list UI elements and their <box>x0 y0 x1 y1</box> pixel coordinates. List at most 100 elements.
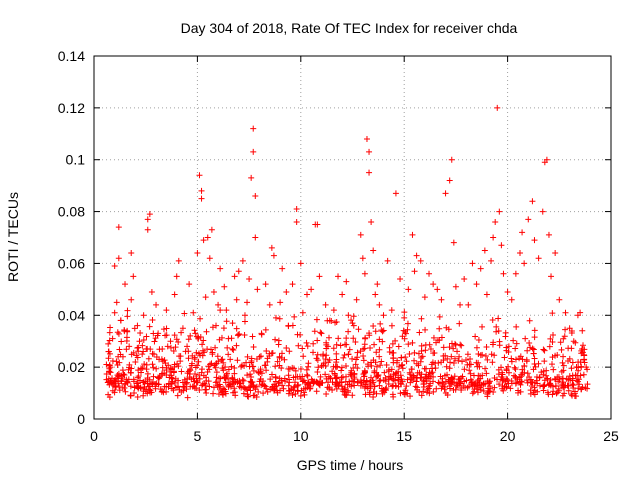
data-point <box>106 381 113 388</box>
data-point <box>392 190 399 197</box>
data-point <box>124 378 131 385</box>
data-point <box>523 358 530 365</box>
data-point <box>503 375 510 382</box>
data-point <box>505 343 512 350</box>
data-point <box>233 342 240 349</box>
data-point <box>556 296 563 303</box>
data-point <box>496 208 503 215</box>
data-point <box>187 383 194 390</box>
data-point <box>111 389 118 396</box>
data-point <box>285 382 292 389</box>
data-point <box>333 350 340 357</box>
x-tick-label: 5 <box>194 428 202 444</box>
data-point <box>464 384 471 391</box>
data-point <box>106 350 113 357</box>
data-point <box>229 320 236 327</box>
data-point <box>290 387 297 394</box>
data-point <box>168 374 175 381</box>
data-point <box>283 345 290 352</box>
data-point <box>417 257 424 264</box>
x-tick-label: 25 <box>603 428 619 444</box>
data-point <box>390 371 397 378</box>
data-point <box>558 346 565 353</box>
data-point <box>401 314 408 321</box>
data-point <box>496 338 503 345</box>
data-point <box>248 373 255 380</box>
data-point <box>272 363 279 370</box>
data-point <box>143 366 150 373</box>
data-point <box>335 335 342 342</box>
data-point <box>500 270 507 277</box>
plot-frame <box>93 55 612 420</box>
data-point <box>378 358 385 365</box>
data-point <box>141 361 148 368</box>
data-point <box>430 378 437 385</box>
data-point <box>226 381 233 388</box>
data-point <box>455 376 462 383</box>
data-point <box>568 328 575 335</box>
data-point <box>247 371 254 378</box>
data-point <box>361 369 368 376</box>
data-point <box>318 330 325 337</box>
data-point <box>176 353 183 360</box>
data-point <box>283 288 290 295</box>
data-point <box>297 392 304 399</box>
data-point <box>467 376 474 383</box>
data-point <box>181 384 188 391</box>
data-point <box>244 353 251 360</box>
data-point <box>232 379 239 386</box>
data-point <box>127 392 134 399</box>
data-point <box>343 373 350 380</box>
data-point <box>550 388 557 395</box>
data-point <box>443 324 450 331</box>
data-point <box>314 221 321 228</box>
data-point <box>343 335 350 342</box>
data-point <box>159 388 166 395</box>
data-point <box>448 378 455 385</box>
data-point <box>131 389 138 396</box>
data-point <box>573 377 580 384</box>
data-point <box>190 309 197 316</box>
data-point <box>140 337 147 344</box>
data-point <box>171 291 178 298</box>
data-point <box>370 247 377 254</box>
data-point <box>325 379 332 386</box>
data-point <box>259 381 266 388</box>
data-point <box>308 286 315 293</box>
data-point <box>427 346 434 353</box>
data-point <box>395 343 402 350</box>
data-point <box>190 375 197 382</box>
data-point <box>468 378 475 385</box>
data-point <box>337 342 344 349</box>
data-point <box>473 281 480 288</box>
data-point <box>113 358 120 365</box>
data-point <box>128 250 135 257</box>
data-point <box>289 281 296 288</box>
data-point <box>320 351 327 358</box>
data-point <box>565 345 572 352</box>
data-point <box>338 364 345 371</box>
data-point <box>512 270 519 277</box>
data-point <box>423 375 430 382</box>
data-point <box>480 388 487 395</box>
data-point <box>209 351 216 358</box>
data-point <box>323 391 330 398</box>
data-point <box>496 381 503 388</box>
data-point <box>411 268 418 275</box>
data-point <box>401 335 408 342</box>
data-point <box>289 391 296 398</box>
data-point <box>550 366 557 373</box>
data-point <box>388 307 395 314</box>
axes: 0 0.02 0.04 0.06 0.08 0.1 0.12 0.14 0 5 10 15 20 25 <box>58 48 619 444</box>
data-point <box>415 350 422 357</box>
data-point <box>513 379 520 386</box>
data-point <box>370 323 377 330</box>
data-point <box>322 371 329 378</box>
data-point <box>350 378 357 385</box>
data-point <box>459 373 466 380</box>
data-point <box>315 364 322 371</box>
data-point <box>199 341 206 348</box>
data-point <box>559 359 566 366</box>
data-point <box>105 375 112 382</box>
data-point <box>339 291 346 298</box>
